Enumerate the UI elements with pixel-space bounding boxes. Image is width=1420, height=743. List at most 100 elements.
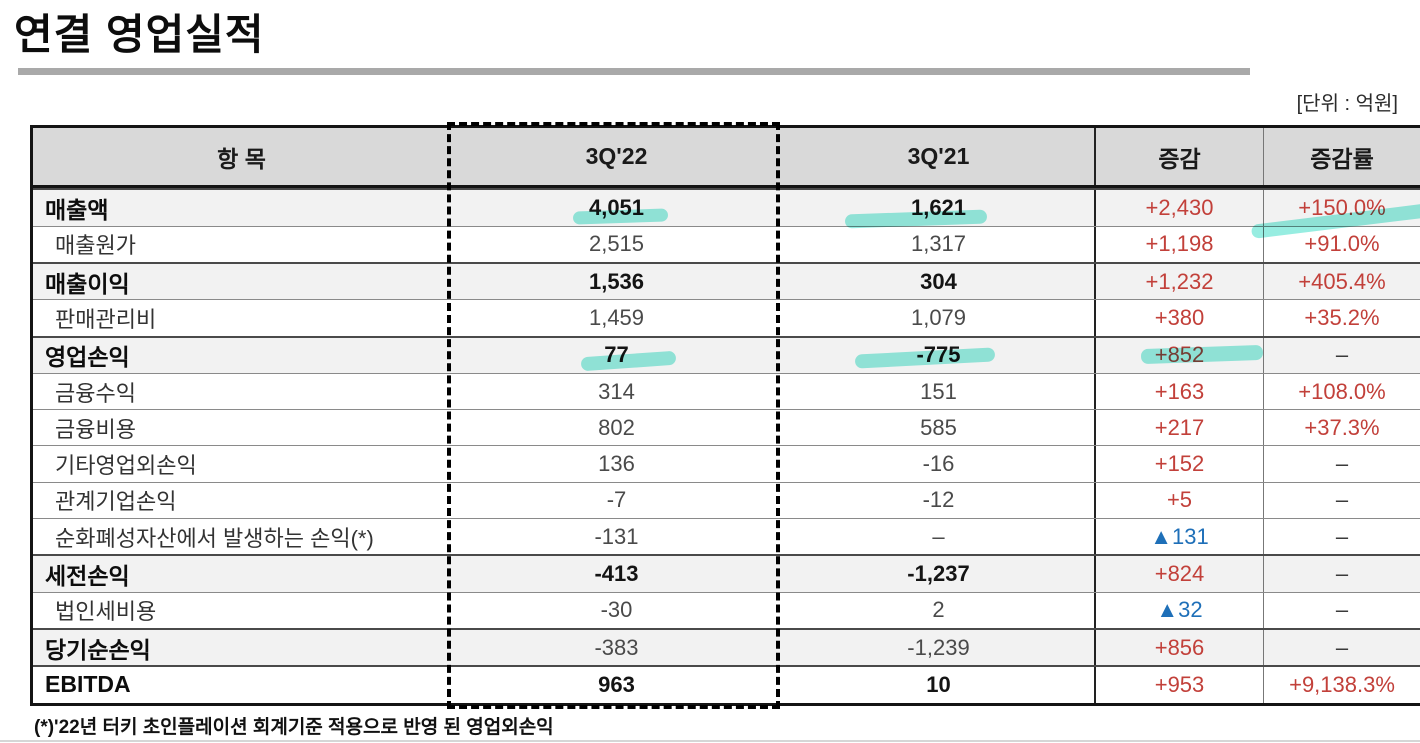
- cell-change-rate: +108.0%: [1264, 374, 1420, 409]
- cell-change-text: +163: [1154, 378, 1205, 404]
- cell-3q21: 585: [783, 410, 1096, 446]
- cell-label-text: 세전손익: [45, 563, 130, 589]
- cell-3q22: 1,536: [450, 264, 783, 299]
- cell-change-rate: –: [1264, 446, 1420, 481]
- cell-3q21-text: -12: [922, 487, 955, 513]
- cell-3q22: 136: [450, 446, 783, 481]
- cell-label-text: 매출이익: [45, 270, 130, 297]
- cell-3q22-text: 2,515: [588, 231, 645, 257]
- cell-change-rate: +37.3%: [1264, 410, 1420, 445]
- table-row: EBITDA 963 10 +953 +9,138.3%: [33, 665, 1420, 703]
- cell-3q22-text: 314: [598, 378, 635, 404]
- table-row: 매출이익 1,536 304 +1,232 +405.4%: [33, 261, 1420, 300]
- cell-change-text: ▲131: [1150, 523, 1209, 549]
- cell-change-rate-text: +37.3%: [1304, 414, 1380, 440]
- cell-3q21-text: 1,317: [910, 231, 967, 257]
- cell-change-rate: +405.4%: [1264, 264, 1420, 299]
- cell-label-text: 금융수익: [55, 380, 136, 406]
- cell-3q22: 2,515: [450, 227, 783, 262]
- cell-3q21: -775: [783, 337, 1096, 373]
- header-item: 항 목: [217, 145, 266, 172]
- cell-3q21: 151: [783, 373, 1096, 410]
- cell-change: +824: [1096, 556, 1264, 592]
- cell-3q21: -1,237: [783, 556, 1096, 592]
- cell-change-text: +824: [1154, 561, 1205, 586]
- cell-change: +380: [1096, 300, 1264, 336]
- cell-label: 금융비용: [33, 410, 450, 445]
- cell-3q21: 1,079: [783, 300, 1096, 336]
- cell-change-rate-text: –: [1335, 561, 1349, 586]
- cell-label: 영업손익: [33, 338, 450, 373]
- cell-label: 관계기업손익: [33, 483, 450, 518]
- cell-3q21: 1,621: [783, 190, 1096, 226]
- cell-change-rate: –: [1264, 630, 1420, 665]
- cell-3q22-text: -131: [594, 523, 639, 549]
- cell-label-text: 금융비용: [55, 416, 136, 442]
- cell-3q22: -7: [450, 483, 783, 518]
- cell-label: 금융수익: [33, 374, 450, 409]
- cell-change-rate: –: [1264, 593, 1420, 628]
- cell-label: 세전손익: [33, 556, 450, 591]
- cell-3q21-text: -16: [922, 451, 955, 477]
- cell-3q21: -12: [783, 482, 1096, 519]
- cell-label: 당기순손익: [33, 630, 450, 665]
- cell-3q22-text: 136: [598, 451, 635, 477]
- cell-change-rate-text: –: [1335, 342, 1349, 368]
- cell-change-text: +380: [1154, 304, 1205, 330]
- cell-label: 매출이익: [33, 264, 450, 299]
- cell-3q22: 4,051: [450, 190, 783, 225]
- page-title: 연결 영업실적: [14, 11, 265, 58]
- cell-change-rate-text: +150.0%: [1298, 195, 1386, 221]
- cell-3q21: 1,317: [783, 226, 1096, 262]
- cell-change-rate-text: –: [1335, 523, 1349, 549]
- cell-change-text: +5: [1166, 487, 1193, 513]
- cell-change: +1,198: [1096, 226, 1264, 262]
- table-row: 당기순손익 -383 -1,239 +856 –: [33, 627, 1420, 666]
- bottom-divider: [0, 740, 1420, 742]
- cell-change-rate: +91.0%: [1264, 227, 1420, 262]
- cell-label: 순화폐성자산에서 발생하는 손익(*): [33, 519, 450, 554]
- cell-3q22-text: 1,536: [588, 268, 645, 294]
- cell-3q21-text: -775: [916, 342, 961, 368]
- cell-change-rate: –: [1264, 338, 1420, 373]
- cell-label: 법인세비용: [33, 593, 450, 628]
- footnote: (*)'22년 터키 초인플레이션 회계기준 적용으로 반영 된 영업외손익: [34, 716, 554, 738]
- cell-label: 기타영업외손익: [33, 446, 450, 481]
- cell-3q22-text: -383: [594, 634, 639, 660]
- cell-change: +217: [1096, 410, 1264, 446]
- cell-change-rate-text: +35.2%: [1304, 304, 1380, 330]
- cell-change-rate: –: [1264, 556, 1420, 591]
- cell-3q21-text: 1,079: [910, 304, 967, 330]
- cell-label-text: 관계기업손익: [55, 489, 177, 515]
- cell-change-text: +2,430: [1145, 195, 1214, 221]
- cell-3q22: 963: [450, 667, 783, 702]
- cell-3q22: 1,459: [450, 300, 783, 335]
- results-table-body: 매출액 4,051 1,621 +2,430 +150.0% 매출원가 2,515 1,317…: [33, 188, 1420, 703]
- cell-3q21: -1,239: [783, 629, 1096, 666]
- cell-3q21-text: –: [932, 523, 945, 549]
- cell-3q21: 10: [783, 667, 1096, 703]
- cell-3q21: -16: [783, 446, 1096, 482]
- cell-label: 매출액: [33, 190, 450, 225]
- cell-3q22-text: 802: [598, 414, 635, 440]
- cell-change-rate-text: +405.4%: [1298, 268, 1386, 294]
- table-row: 순화폐성자산에서 발생하는 손익(*) -131 – ▲131 –: [33, 518, 1420, 555]
- cell-change-rate-text: +108.0%: [1298, 378, 1386, 404]
- cell-3q21-text: 304: [920, 268, 957, 294]
- cell-change-rate-text: –: [1335, 487, 1349, 513]
- cell-change-text: +152: [1154, 451, 1205, 477]
- cell-change-text: +1,232: [1145, 268, 1214, 294]
- cell-change: +152: [1096, 446, 1264, 482]
- cell-label-text: 매출액: [45, 197, 109, 224]
- table-row: 금융비용 802 585 +217 +37.3%: [33, 409, 1420, 446]
- cell-3q22-text: -7: [606, 487, 627, 513]
- cell-label-text: 영업손익: [45, 344, 130, 371]
- cell-label-text: 기타영업외손익: [55, 453, 197, 479]
- cell-change-rate: +35.2%: [1264, 300, 1420, 335]
- cell-label: 매출원가: [33, 227, 450, 262]
- cell-3q21-text: 151: [920, 378, 957, 404]
- cell-change-rate: –: [1264, 483, 1420, 518]
- cell-label-text: 순화폐성자산에서 발생하는 손익(*): [55, 525, 374, 551]
- header-change: 증감: [1096, 128, 1264, 186]
- table-row: 판매관리비 1,459 1,079 +380 +35.2%: [33, 299, 1420, 336]
